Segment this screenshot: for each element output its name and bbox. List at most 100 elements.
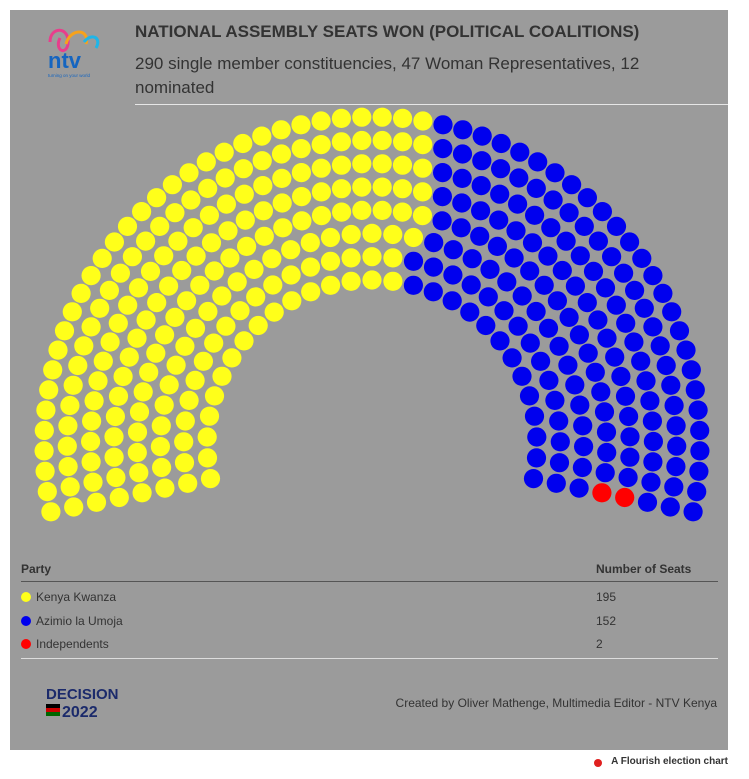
- seat: [676, 340, 696, 360]
- seat: [471, 176, 491, 196]
- logo-text: ntv: [48, 48, 82, 73]
- seat: [476, 315, 496, 336]
- seat: [588, 231, 609, 251]
- seat: [63, 375, 83, 395]
- seat: [637, 492, 658, 512]
- legend-label: Kenya Kwanza: [36, 590, 117, 604]
- seat: [443, 240, 463, 260]
- seat: [220, 248, 240, 268]
- seat: [591, 382, 611, 402]
- seat: [216, 316, 236, 336]
- legend-label: Independents: [36, 637, 109, 651]
- seat: [36, 400, 56, 420]
- seat: [452, 193, 472, 213]
- seat: [605, 347, 625, 367]
- seat: [487, 236, 507, 256]
- seat: [300, 257, 321, 277]
- seat: [127, 328, 147, 348]
- seat: [234, 184, 254, 204]
- seat: [60, 477, 80, 497]
- seat: [656, 355, 676, 376]
- seat: [93, 351, 113, 371]
- seat: [573, 416, 593, 436]
- seat: [413, 158, 433, 178]
- seat: [215, 168, 235, 188]
- seat: [183, 218, 203, 238]
- badge: DECISION 2022: [46, 686, 119, 720]
- table-rule: [21, 581, 718, 582]
- seat: [620, 232, 640, 252]
- seat: [688, 400, 708, 420]
- seat: [109, 487, 129, 508]
- seat: [433, 139, 453, 159]
- seat: [470, 226, 490, 246]
- seat: [190, 275, 210, 295]
- seat: [383, 248, 403, 268]
- seat: [136, 231, 156, 251]
- flag-stripe: [46, 704, 60, 708]
- seat: [592, 483, 612, 503]
- seat: [549, 336, 569, 356]
- seat: [127, 422, 148, 442]
- seat: [82, 411, 102, 431]
- seat: [185, 370, 205, 390]
- seat: [234, 331, 254, 351]
- seat: [432, 187, 452, 207]
- seat: [372, 130, 392, 151]
- seat: [147, 293, 167, 313]
- seat: [424, 233, 444, 253]
- seat: [129, 463, 149, 483]
- seat: [471, 201, 491, 221]
- seat: [172, 260, 192, 281]
- seat: [452, 144, 473, 164]
- flag-stripe: [46, 708, 60, 712]
- seat: [254, 226, 274, 246]
- seat: [132, 202, 152, 222]
- seat: [526, 448, 547, 468]
- seat: [636, 371, 656, 391]
- seat: [165, 203, 185, 223]
- seat: [460, 302, 480, 322]
- table-header: Party: [21, 562, 52, 576]
- seat: [643, 431, 664, 452]
- seat: [352, 107, 372, 127]
- seat: [574, 216, 594, 236]
- seat: [403, 251, 424, 271]
- seat: [660, 497, 680, 517]
- seat: [615, 487, 635, 508]
- seat: [57, 436, 77, 456]
- seat: [611, 366, 631, 387]
- seat: [625, 280, 645, 300]
- seat: [478, 287, 498, 307]
- seat: [403, 275, 423, 295]
- seat: [683, 502, 703, 522]
- seat: [538, 318, 559, 338]
- seat: [68, 355, 88, 376]
- credit: Created by Oliver Mathenge, Multimedia E…: [395, 696, 717, 710]
- logo-tagline: turning on your world: [48, 73, 91, 78]
- seat: [178, 473, 198, 493]
- seat: [331, 108, 351, 128]
- seat: [262, 249, 282, 269]
- seat: [122, 247, 142, 267]
- seat: [403, 227, 424, 248]
- seat: [271, 120, 291, 140]
- seat: [572, 457, 593, 478]
- seat: [166, 355, 186, 375]
- seat: [531, 351, 551, 371]
- seat: [512, 366, 532, 386]
- seat: [689, 461, 709, 481]
- seat: [546, 473, 566, 493]
- seat: [619, 406, 639, 427]
- flag-stripe: [46, 712, 60, 716]
- seat: [301, 282, 321, 302]
- seat: [118, 295, 138, 315]
- seat: [218, 221, 238, 241]
- seat: [90, 298, 110, 318]
- seat: [146, 343, 166, 363]
- seat: [491, 133, 511, 154]
- seat: [372, 200, 392, 220]
- seat: [108, 313, 128, 333]
- seat: [614, 263, 634, 283]
- seat: [197, 448, 218, 468]
